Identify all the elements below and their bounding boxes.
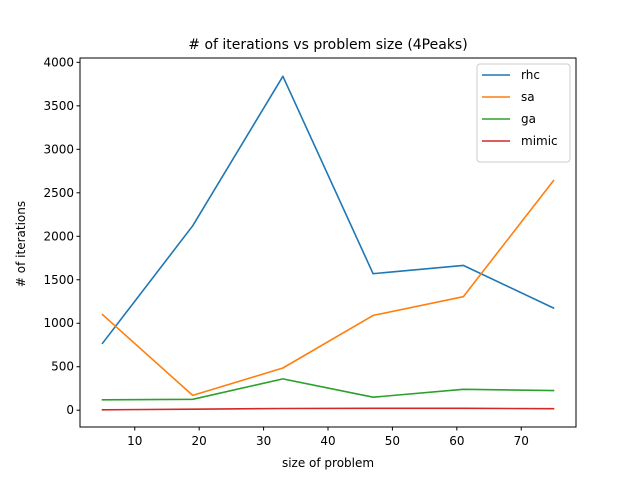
x-tick-label: 10 — [127, 434, 142, 448]
y-axis-ticks: 0 500 1000 1500 2000 2500 3000 3500 4000 — [43, 55, 80, 417]
x-tick-label: 40 — [320, 434, 335, 448]
y-tick-label: 0 — [66, 403, 74, 417]
y-tick-label: 500 — [51, 360, 74, 374]
y-tick-label: 3500 — [43, 99, 74, 113]
legend: rhc sa ga mimic — [476, 63, 571, 163]
legend-label-rhc: rhc — [521, 68, 540, 82]
y-tick-label: 2500 — [43, 186, 74, 200]
y-tick-label: 1500 — [43, 273, 74, 287]
x-tick-label: 50 — [385, 434, 400, 448]
x-tick-label: 70 — [514, 434, 529, 448]
x-tick-label: 20 — [192, 434, 207, 448]
chart-title: # of iterations vs problem size (4Peaks) — [188, 37, 467, 53]
plot-lines — [101, 75, 555, 411]
y-tick-label: 1000 — [43, 316, 74, 330]
series-line-mimic — [101, 407, 555, 411]
legend-label-ga: ga — [521, 112, 536, 126]
y-axis-label: # of iterations — [14, 201, 28, 287]
legend-box — [476, 63, 571, 163]
y-tick-label: 4000 — [43, 55, 74, 69]
series-line-rhc — [101, 75, 555, 345]
y-tick-label: 2000 — [43, 229, 74, 243]
y-tick-label: 3000 — [43, 142, 74, 156]
series-line-sa — [101, 179, 555, 397]
x-axis-ticks: 10 20 30 40 50 60 70 — [127, 427, 529, 448]
x-axis-label: size of problem — [282, 456, 374, 470]
x-tick-label: 60 — [449, 434, 464, 448]
legend-label-mimic: mimic — [521, 134, 558, 148]
x-tick-label: 30 — [256, 434, 271, 448]
legend-label-sa: sa — [521, 90, 535, 104]
plot-frame — [79, 57, 577, 428]
series-line-ga — [101, 378, 555, 401]
